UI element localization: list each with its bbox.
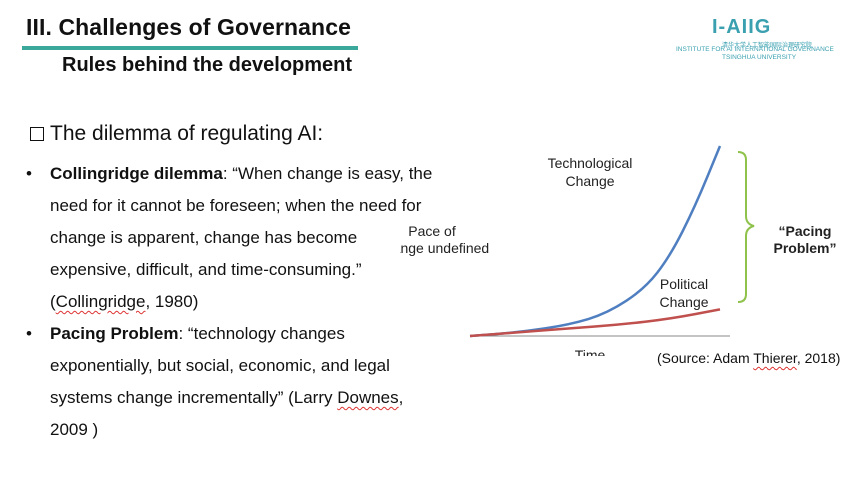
list-item: • Pacing Problem: “technology changes ex…: [24, 318, 434, 446]
slide-subtitle: Rules behind the development: [62, 54, 353, 76]
political-label-line2: Change: [659, 294, 708, 310]
section-heading: The dilemma of regulating AI:: [30, 122, 323, 146]
bullet-list: • Collingridge dilemma: “When change is …: [24, 158, 434, 446]
institute-logo: I-AIIG 清华大学人工智能国际治理研究院 INSTITUTE FOR AI …: [676, 16, 846, 64]
bullet-text: : “When change is easy, the need for it …: [50, 164, 433, 311]
list-item: • Collingridge dilemma: “When change is …: [24, 158, 434, 318]
source-suffix: , 2018): [796, 350, 841, 366]
slide-title: III. Challenges of Governance: [26, 14, 351, 40]
bullet-dot-icon: •: [26, 324, 32, 343]
pacing-problem-label-line1: “Pacing: [779, 223, 832, 239]
technological-label-line1: Technological: [548, 155, 633, 171]
source-citation: (Source: Adam Thierer, 2018): [657, 350, 840, 366]
citation-name: Downes: [337, 388, 399, 407]
source-prefix: (Source: Adam: [657, 350, 754, 366]
source-name: Thierer: [753, 350, 797, 366]
bullet-dot-icon: •: [26, 164, 32, 183]
citation-end: , 2009 ): [50, 388, 404, 439]
logo-chinese-name: 清华大学人工智能国际治理研究院: [722, 43, 813, 49]
x-axis-label: Time: [575, 347, 606, 356]
logo-english-name: INSTITUTE FOR AI INTERNATIONAL GOVERNANC…: [676, 46, 834, 53]
y-axis-label-line2: Change undefined: [400, 240, 489, 256]
bracket-shape: [737, 151, 755, 303]
logo-university-name: TSINGHUA UNIVERSITY: [722, 54, 797, 61]
citation-end: , 1980): [145, 292, 199, 311]
logo-mark: I-AIIG: [712, 16, 772, 38]
bullet-term: Collingridge dilemma: [50, 164, 223, 183]
political-change-line: [469, 308, 721, 338]
title-underline: [22, 46, 358, 50]
y-axis-label-line1: Pace of: [408, 223, 456, 239]
pacing-problem-chart: Technological Change Political Change Pace o…: [400, 145, 837, 356]
checkbox-icon: [30, 127, 44, 141]
pacing-problem-label-line2: Problem”: [773, 240, 836, 256]
political-label-line1: Political: [660, 276, 708, 292]
bullet-term: Pacing Problem: [50, 324, 179, 343]
technological-label-line2: Change: [565, 173, 614, 189]
citation-name: Collingridge: [55, 292, 146, 311]
bullet-text: : “technology changes exponentially, but…: [50, 324, 390, 407]
section-heading-text: The dilemma of regulating AI:: [50, 122, 324, 145]
